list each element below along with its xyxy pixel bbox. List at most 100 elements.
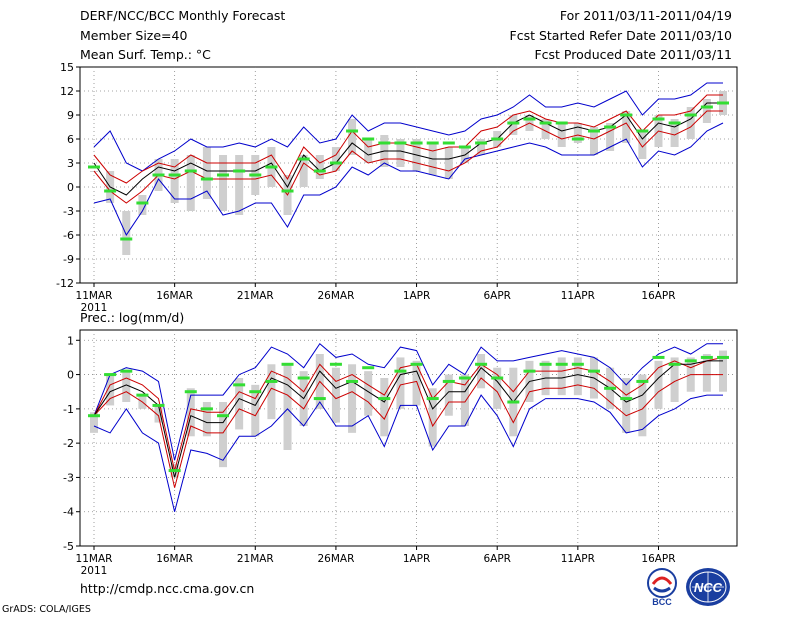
prec-obs-marker [620, 397, 633, 401]
prec-series-spread-upper [93, 356, 724, 471]
prec-xtick-label: 21MAR [237, 553, 274, 565]
temp-obs-marker [555, 121, 568, 125]
prec-obs-marker [410, 362, 423, 366]
temp-box [670, 119, 679, 147]
temp-box [557, 123, 566, 147]
temp-xtick-label: 21MAR [237, 290, 274, 302]
temp-obs-marker [636, 129, 649, 133]
prec-box [557, 357, 566, 396]
prec-box [654, 360, 663, 409]
temp-obs-marker [442, 141, 455, 145]
temp-obs-marker [571, 137, 584, 141]
temp-box [396, 139, 405, 167]
prec-obs-marker [604, 386, 617, 390]
temp-obs-marker [233, 169, 246, 173]
prec-obs-marker [475, 362, 488, 366]
prec-obs-marker [507, 400, 520, 404]
temp-obs-marker [539, 121, 552, 125]
fcst-produced-label: Fcst Produced Date 2011/03/11 [534, 47, 732, 62]
prec-obs-marker [120, 369, 133, 373]
temp-ytick-label: 9 [67, 109, 74, 122]
prec-box [493, 367, 502, 409]
temp-box [509, 115, 518, 135]
prec-box [154, 405, 163, 423]
temp-ytick-label: 6 [67, 133, 74, 146]
temp-obs-marker [136, 201, 149, 205]
prec-xtick-label: 16MAR [156, 553, 193, 565]
temp-ytick-label: -9 [63, 253, 74, 266]
temp-box [573, 123, 582, 143]
temp-box [348, 119, 357, 155]
temp-xtick-label: 1APR [403, 290, 431, 302]
prec-obs-marker [700, 355, 713, 359]
prec-box [331, 367, 340, 423]
prec-plot-frame [79, 329, 738, 547]
temp-xtick-label: 11MAR [76, 290, 113, 302]
temp-box [364, 139, 373, 163]
prec-ytick-label: 1 [67, 334, 74, 347]
prec-obs-marker [88, 414, 100, 418]
temp-obs-marker [104, 189, 117, 193]
prec-ytick-label: -2 [63, 437, 74, 450]
prec-xtick-label: 6APR [483, 553, 511, 565]
prec-series-min [93, 394, 723, 512]
temp-box [541, 119, 550, 139]
temp-box [444, 147, 453, 179]
temp-year-label: 2011 [81, 302, 108, 314]
chart-title: DERF/NCC/BCC Monthly Forecast [80, 8, 286, 23]
forecast-period-label: For 2011/03/11-2011/04/19 [559, 8, 732, 23]
temp-obs-marker [168, 173, 181, 177]
temp-obs-marker [507, 121, 520, 125]
temp-obs-marker [523, 117, 536, 121]
prec-obs-marker [587, 369, 600, 373]
prec-obs-marker [136, 393, 149, 397]
temp-box [477, 139, 486, 155]
prec-box [106, 374, 115, 406]
temp-obs-marker [652, 117, 665, 121]
prec-box [267, 364, 276, 420]
prec-obs-marker [571, 362, 584, 366]
temp-obs-marker [313, 169, 326, 173]
prec-box [251, 384, 260, 437]
prec-xtick-label: 26MAR [317, 553, 354, 565]
prec-box [364, 371, 373, 416]
prec-obs-marker [652, 355, 665, 359]
prec-box [702, 354, 711, 392]
prec-obs-marker [168, 469, 181, 473]
temp-obs-marker [620, 113, 633, 117]
temp-obs-marker [700, 105, 713, 109]
temp-obs-marker [717, 101, 729, 105]
temp-ytick-label: 3 [67, 157, 74, 170]
prec-xtick-label: 11MAR [76, 553, 113, 565]
member-size-label: Member Size=40 [80, 28, 188, 43]
prec-box [444, 374, 453, 416]
prec-box [719, 350, 727, 392]
temp-box [219, 155, 228, 211]
temp-xtick-label: 16APR [641, 290, 675, 302]
prec-xtick-label: 16APR [641, 553, 675, 565]
ncc-logo-text: NCC [694, 580, 723, 595]
prec-obs-marker [668, 362, 681, 366]
source-url[interactable]: http://cmdp.ncc.cma.gov.cn [80, 581, 255, 596]
temp-obs-marker [184, 169, 197, 173]
temp-obs-marker [200, 177, 213, 181]
temp-obs-marker [120, 237, 133, 241]
temp-obs-marker [362, 137, 375, 141]
prec-obs-marker [458, 376, 471, 380]
prec-obs-marker [362, 366, 375, 370]
variable-label: Mean Surf. Temp.: °C [80, 47, 211, 62]
ncc-logo: NCC [686, 568, 730, 606]
prec-box [235, 378, 244, 430]
temp-ytick-label: -12 [56, 277, 74, 290]
prec-box [460, 374, 469, 426]
temp-obs-marker [475, 141, 488, 145]
prec-obs-marker [329, 362, 342, 366]
prec-box [670, 357, 679, 402]
prec-series-max [93, 342, 723, 461]
prec-ytick-label: -1 [63, 403, 74, 416]
temp-xtick-label: 16MAR [156, 290, 193, 302]
temp-obs-marker [329, 161, 342, 165]
prec-obs-marker [184, 390, 197, 394]
prec-obs-marker [152, 403, 165, 407]
